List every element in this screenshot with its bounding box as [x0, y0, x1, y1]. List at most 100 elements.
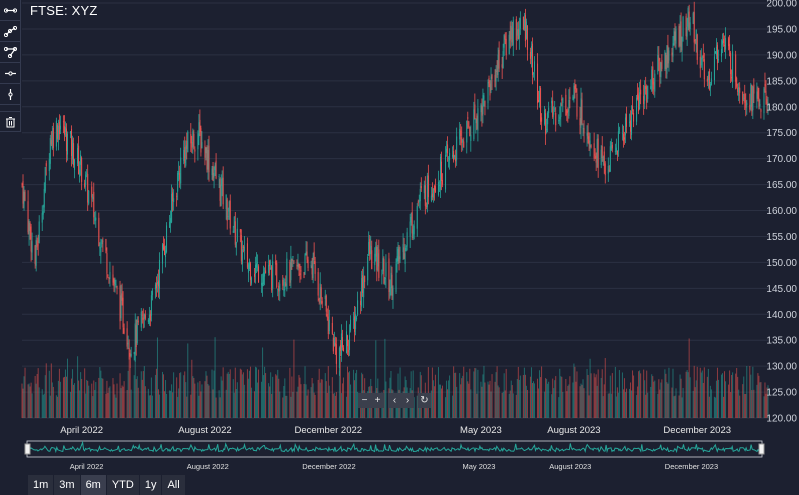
candle-body	[560, 103, 562, 117]
volume-bar	[470, 389, 472, 418]
volume-bar	[515, 394, 517, 418]
trash-icon[interactable]	[0, 111, 21, 132]
candle-body	[552, 100, 554, 117]
range-button-1y[interactable]: 1y	[139, 475, 163, 495]
candle-body	[679, 25, 681, 46]
candle-body	[717, 59, 719, 61]
y-tick-label: 195.00	[766, 24, 797, 35]
candle-body	[312, 256, 314, 279]
volume-bar	[51, 382, 53, 418]
navigator-handle-right[interactable]	[758, 443, 765, 455]
volume-bar	[487, 381, 489, 418]
candle-body	[391, 274, 393, 296]
candle-body	[164, 246, 166, 256]
path-icon[interactable]	[0, 42, 21, 63]
ray-icon[interactable]	[0, 21, 21, 42]
candle-body	[504, 35, 506, 40]
candle-body	[215, 160, 217, 179]
volume-bar	[270, 372, 272, 418]
volume-bar	[177, 396, 179, 418]
volume-bar	[91, 383, 93, 418]
volume-bar	[126, 390, 128, 418]
candle-body	[544, 109, 546, 125]
candle-body	[199, 119, 201, 133]
range-button-1m[interactable]: 1m	[28, 475, 55, 495]
volume-bar	[278, 378, 280, 418]
x-tick-label: August 2023	[547, 425, 600, 436]
pan-right-button[interactable]: ›	[405, 395, 410, 406]
vertical-line-icon[interactable]	[0, 84, 21, 105]
volume-bar	[416, 395, 418, 418]
line-segment-icon[interactable]	[0, 0, 21, 21]
candle-body	[707, 75, 709, 81]
volume-bar	[349, 371, 351, 418]
volume-bar	[588, 395, 590, 418]
volume-bar	[579, 386, 581, 418]
candle-body	[759, 104, 761, 107]
candle-body	[583, 127, 585, 134]
candle-body	[299, 273, 301, 275]
candle-body	[463, 141, 465, 148]
volume-bar	[143, 366, 145, 418]
candle-body	[240, 235, 242, 262]
candle-body	[604, 163, 606, 176]
candle-body	[48, 159, 50, 172]
candle-body	[481, 105, 483, 116]
candle-body	[122, 297, 124, 328]
volume-bar	[561, 376, 563, 418]
volume-bar	[127, 370, 129, 418]
volume-bar	[86, 379, 88, 418]
candle-body	[24, 191, 26, 201]
candle-body	[390, 272, 392, 289]
candle-body	[383, 258, 385, 284]
volume-bar	[452, 395, 454, 418]
range-button-ytd[interactable]: YTD	[106, 475, 140, 495]
candle-body	[403, 247, 405, 259]
candle-body	[643, 96, 645, 104]
candle-body	[137, 320, 139, 323]
range-button-3m[interactable]: 3m	[54, 475, 81, 495]
volume-bar	[150, 377, 152, 418]
volume-bar	[248, 370, 250, 418]
candle-body	[74, 159, 76, 170]
candle-body	[469, 126, 471, 136]
zoom-in-button[interactable]: +	[374, 395, 381, 406]
candle-body	[646, 86, 648, 103]
candle-body	[632, 105, 634, 111]
volume-bar	[123, 381, 125, 418]
volume-bar	[616, 387, 618, 418]
volume-bar	[162, 371, 164, 418]
navigator-handle-left[interactable]	[24, 443, 31, 455]
volume-bar	[475, 368, 477, 418]
y-tick-label: 140.00	[766, 310, 797, 321]
candle-body	[512, 20, 514, 46]
candle-body	[573, 85, 575, 100]
candle-body	[505, 38, 507, 56]
volume-bar	[353, 369, 355, 418]
volume-bar	[163, 374, 165, 418]
navigator[interactable]: April 2022 August 2022 December 2022 May 20…	[24, 440, 765, 471]
candle-body	[431, 193, 433, 197]
candle-body	[540, 88, 542, 122]
horizontal-line-icon[interactable]	[0, 63, 21, 84]
range-button-all[interactable]: All	[162, 475, 186, 495]
candle-body	[587, 132, 589, 139]
volume-bar	[356, 369, 358, 418]
candle-body	[647, 85, 649, 100]
zoom-out-button[interactable]: −	[361, 395, 368, 406]
reset-zoom-button[interactable]: ↻	[418, 393, 431, 408]
volume-bar	[624, 392, 626, 418]
volume-bar	[581, 384, 583, 418]
candle-body	[730, 52, 732, 75]
pan-left-button[interactable]: ‹	[392, 395, 397, 406]
candle-body	[205, 147, 207, 154]
candle-body	[56, 125, 58, 139]
candle-body	[241, 249, 243, 265]
candle-body	[738, 86, 740, 96]
volume-bar	[646, 370, 648, 418]
volume-bar	[50, 363, 52, 418]
range-button-6m[interactable]: 6m	[80, 475, 107, 495]
volume-bar	[538, 388, 540, 418]
volume-bar	[172, 392, 174, 418]
